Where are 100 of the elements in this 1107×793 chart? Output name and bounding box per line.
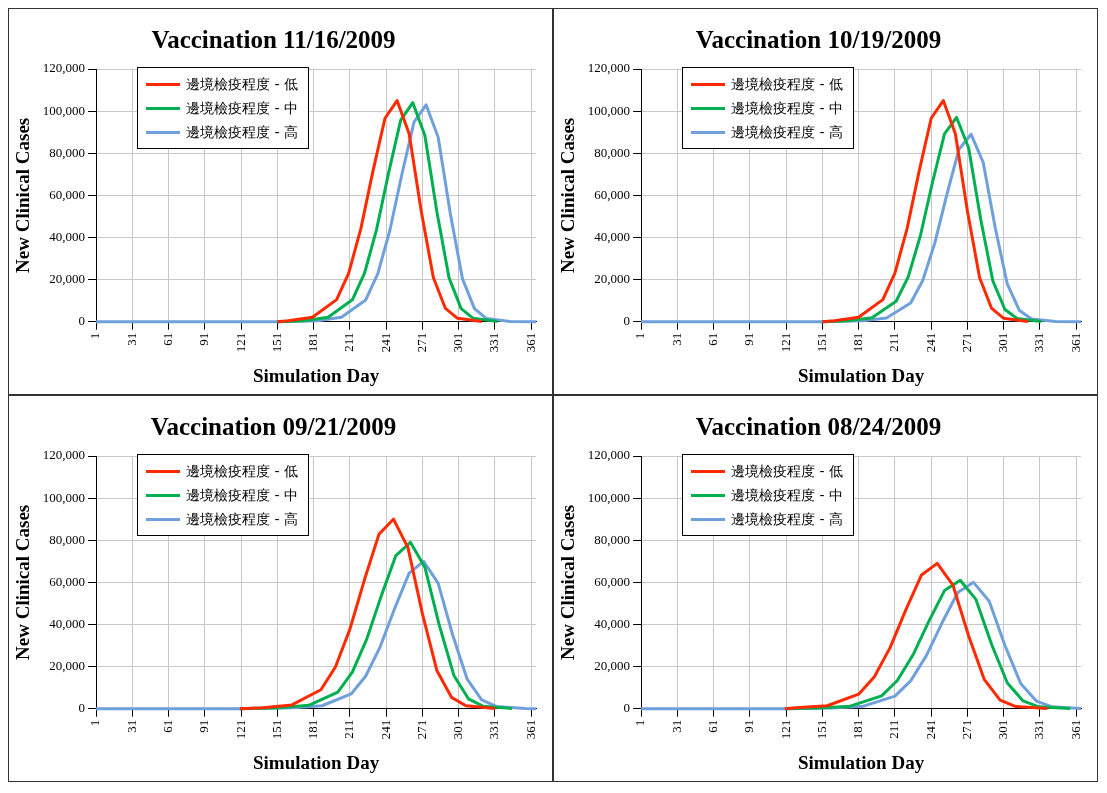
x-tick-label: 301 — [995, 719, 1011, 740]
x-tick-label: 31 — [123, 719, 139, 733]
chart-title: Vaccination 09/21/2009 — [150, 413, 397, 441]
y-axis-title: New Clinical Cases — [12, 504, 34, 660]
y-tick-label: 120,000 — [42, 447, 86, 463]
x-tick-label: 211 — [341, 719, 357, 739]
x-tick-label: 271 — [413, 719, 429, 740]
y-tick-label: 80,000 — [594, 531, 631, 547]
x-tick-label: 1 — [632, 332, 648, 340]
legend-label: 邊境檢疫程度 - 低 — [731, 75, 843, 94]
x-tick-label: 151 — [268, 332, 284, 353]
y-tick-label: 20,000 — [594, 271, 631, 287]
x-tick-label: 31 — [668, 332, 684, 346]
legend-label: 邊境檢疫程度 - 中 — [186, 486, 298, 505]
x-tick-label: 361 — [522, 719, 538, 740]
x-tick-label: 331 — [1031, 719, 1047, 740]
x-tick-label: 91 — [741, 719, 757, 733]
x-tick-label: 61 — [705, 332, 721, 346]
x-tick-label: 331 — [486, 719, 502, 740]
x-tick-label: 361 — [1067, 332, 1083, 353]
x-tick-label: 1 — [87, 719, 103, 727]
x-tick-label: 211 — [886, 719, 902, 739]
x-tick-label: 121 — [232, 719, 248, 740]
y-tick-label: 80,000 — [594, 144, 631, 160]
x-tick-label: 301 — [995, 332, 1011, 353]
chart-title: Vaccination 11/16/2009 — [151, 26, 396, 54]
y-tick-label: 60,000 — [49, 186, 86, 202]
legend-label: 邊境檢疫程度 - 中 — [731, 99, 843, 118]
x-tick-label: 31 — [123, 332, 139, 346]
x-tick-label: 361 — [522, 332, 538, 353]
y-tick-label: 60,000 — [594, 573, 631, 589]
x-tick-label: 271 — [958, 332, 974, 353]
x-tick-label: 211 — [341, 332, 357, 352]
x-tick-label: 151 — [813, 719, 829, 740]
x-tick-label: 181 — [850, 719, 866, 740]
y-tick-label: 100,000 — [42, 489, 86, 505]
x-tick-label: 181 — [305, 719, 321, 740]
x-axis-title: Simulation Day — [797, 751, 925, 773]
x-tick-label: 151 — [813, 332, 829, 353]
x-tick-label: 91 — [196, 332, 212, 346]
x-tick-label: 271 — [958, 719, 974, 740]
x-tick-label: 151 — [268, 719, 284, 740]
x-tick-label: 181 — [305, 332, 321, 353]
x-tick-label: 121 — [777, 332, 793, 353]
y-tick-label: 60,000 — [49, 573, 86, 589]
y-tick-label: 40,000 — [594, 228, 631, 244]
y-tick-label: 100,000 — [587, 489, 631, 505]
legend-label: 邊境檢疫程度 - 低 — [186, 462, 298, 481]
y-tick-label: 80,000 — [49, 531, 86, 547]
legend-label: 邊境檢疫程度 - 高 — [186, 510, 298, 529]
y-tick-label: 40,000 — [49, 228, 86, 244]
x-tick-label: 301 — [450, 332, 466, 353]
y-axis-title: New Clinical Cases — [12, 117, 34, 273]
chart-title: Vaccination 08/24/2009 — [695, 413, 942, 441]
x-axis-title: Simulation Day — [252, 364, 380, 386]
legend-label: 邊境檢疫程度 - 低 — [731, 462, 843, 481]
y-tick-label: 20,000 — [49, 658, 86, 674]
y-tick-label: 0 — [623, 313, 631, 329]
x-tick-label: 1 — [632, 719, 648, 727]
x-tick-label: 91 — [196, 719, 212, 733]
y-tick-label: 40,000 — [594, 615, 631, 631]
x-axis-title: Simulation Day — [252, 751, 380, 773]
x-tick-label: 91 — [741, 332, 757, 346]
y-tick-label: 0 — [78, 313, 86, 329]
legend-label: 邊境檢疫程度 - 高 — [731, 510, 843, 529]
x-tick-label: 331 — [1031, 332, 1047, 353]
chart-title: Vaccination 10/19/2009 — [695, 26, 942, 54]
y-tick-label: 0 — [623, 700, 631, 716]
y-tick-label: 0 — [78, 700, 86, 716]
x-tick-label: 181 — [850, 332, 866, 353]
x-tick-label: 211 — [886, 332, 902, 352]
x-axis-title: Simulation Day — [797, 364, 925, 386]
y-tick-label: 100,000 — [587, 102, 631, 118]
legend-label: 邊境檢疫程度 - 高 — [186, 123, 298, 142]
x-tick-label: 331 — [486, 332, 502, 353]
legend-label: 邊境檢疫程度 - 低 — [186, 75, 298, 94]
x-tick-label: 121 — [777, 719, 793, 740]
y-tick-label: 100,000 — [42, 102, 86, 118]
x-tick-label: 241 — [377, 719, 393, 740]
y-tick-label: 20,000 — [594, 658, 631, 674]
legend-label: 邊境檢疫程度 - 中 — [186, 99, 298, 118]
x-tick-label: 31 — [668, 719, 684, 733]
y-axis-title: New Clinical Cases — [557, 504, 579, 660]
x-tick-label: 121 — [232, 332, 248, 353]
x-tick-label: 241 — [922, 719, 938, 740]
x-tick-label: 241 — [377, 332, 393, 353]
x-tick-label: 241 — [922, 332, 938, 353]
y-axis-title: New Clinical Cases — [557, 117, 579, 273]
x-tick-label: 61 — [160, 332, 176, 346]
y-tick-label: 20,000 — [49, 271, 86, 287]
y-tick-label: 120,000 — [587, 447, 631, 463]
y-tick-label: 40,000 — [49, 615, 86, 631]
x-tick-label: 271 — [413, 332, 429, 353]
y-tick-label: 80,000 — [49, 144, 86, 160]
legend-label: 邊境檢疫程度 - 高 — [731, 123, 843, 142]
y-tick-label: 60,000 — [594, 186, 631, 202]
x-tick-label: 1 — [87, 332, 103, 340]
x-tick-label: 61 — [160, 719, 176, 733]
y-tick-label: 120,000 — [587, 60, 631, 76]
x-tick-label: 61 — [705, 719, 721, 733]
